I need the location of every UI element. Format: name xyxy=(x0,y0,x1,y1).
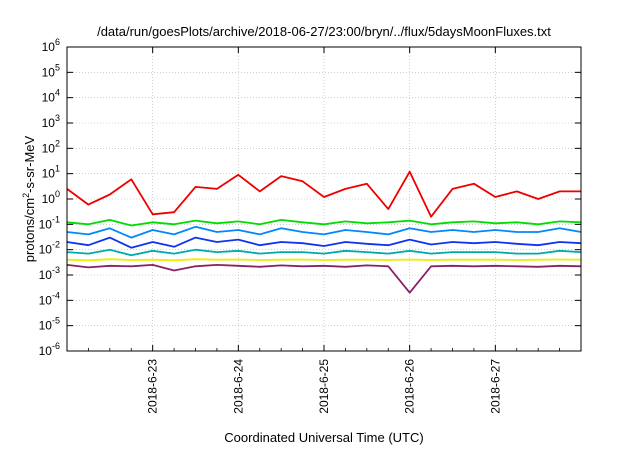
y-tick-label: 106 xyxy=(42,37,60,54)
y-tick-label: 101 xyxy=(42,164,60,181)
y-tick-base: 10 xyxy=(39,319,53,333)
y-tick-exponent: -5 xyxy=(52,316,60,326)
y-tick-label: 104 xyxy=(42,88,60,105)
y-tick-label: 102 xyxy=(42,138,60,155)
y-tick-base: 10 xyxy=(39,344,53,358)
y-tick-label: 10-6 xyxy=(39,341,60,358)
y-tick-base: 10 xyxy=(42,40,56,54)
series-line-4 xyxy=(66,236,582,249)
y-tick-base: 10 xyxy=(42,91,56,105)
series-line-3 xyxy=(66,225,582,239)
y-tick-base: 10 xyxy=(42,167,56,181)
x-tick-labels: 2018-6-23 2018-6-24 2018-6-25 2018-6-26 2018… xyxy=(146,359,503,414)
y-tick-exponent: -4 xyxy=(52,290,60,300)
y-tick-label: 10-1 xyxy=(39,214,60,231)
series-line-6 xyxy=(66,258,582,262)
x-tick-label: 2018-6-25 xyxy=(317,359,331,414)
y-tick-base: 10 xyxy=(42,192,56,206)
x-tick-label: 2018-6-24 xyxy=(231,359,245,414)
y-tick-label: 10-3 xyxy=(39,265,60,282)
y-axis-label-sup: 2 xyxy=(21,193,31,198)
series-line-5 xyxy=(66,248,582,257)
series-line-1 xyxy=(66,170,581,218)
y-tick-exponent: -2 xyxy=(52,240,60,250)
y-tick-label: 105 xyxy=(42,62,60,79)
series-line-2 xyxy=(66,218,582,227)
y-axis-label-post: -s-sr-MeV xyxy=(22,135,37,192)
series-layer xyxy=(66,170,582,294)
x-tick-label: 2018-6-27 xyxy=(488,359,502,414)
y-tick-exponent: 4 xyxy=(55,88,60,98)
y-tick-base: 10 xyxy=(39,243,53,257)
y-axis-label-pre: protons/cm xyxy=(22,198,37,262)
x-axis-label: Coordinated Universal Time (UTC) xyxy=(224,430,423,445)
y-tick-labels: 10-610-510-410-310-210-11001011021031041… xyxy=(39,37,60,358)
y-tick-base: 10 xyxy=(39,217,53,231)
chart-title: /data/run/goesPlots/archive/2018-06-27/2… xyxy=(97,24,551,39)
y-tick-exponent: 6 xyxy=(55,37,60,47)
series-line-7 xyxy=(66,263,582,294)
y-tick-exponent: -6 xyxy=(52,341,60,351)
y-tick-exponent: 2 xyxy=(55,138,60,148)
y-tick-base: 10 xyxy=(42,65,56,79)
y-tick-exponent: 1 xyxy=(55,164,60,174)
y-tick-exponent: -1 xyxy=(52,214,60,224)
y-tick-base: 10 xyxy=(39,268,53,282)
x-tick-label: 2018-6-26 xyxy=(403,359,417,414)
y-tick-base: 10 xyxy=(42,141,56,155)
axis-ticks xyxy=(67,46,581,352)
y-tick-base: 10 xyxy=(39,293,53,307)
y-tick-label: 100 xyxy=(42,189,60,206)
y-tick-base: 10 xyxy=(42,116,56,130)
y-tick-label: 10-4 xyxy=(39,290,60,307)
y-tick-exponent: -3 xyxy=(52,265,60,275)
x-tick-label: 2018-6-23 xyxy=(146,359,160,414)
y-tick-label: 10-2 xyxy=(39,240,60,257)
y-axis-label: protons/cm2-s-sr-MeV xyxy=(21,135,37,262)
y-tick-exponent: 3 xyxy=(55,113,60,123)
y-tick-label: 10-5 xyxy=(39,316,60,333)
y-tick-label: 103 xyxy=(42,113,60,130)
y-tick-exponent: 0 xyxy=(55,189,60,199)
y-tick-exponent: 5 xyxy=(55,62,60,72)
